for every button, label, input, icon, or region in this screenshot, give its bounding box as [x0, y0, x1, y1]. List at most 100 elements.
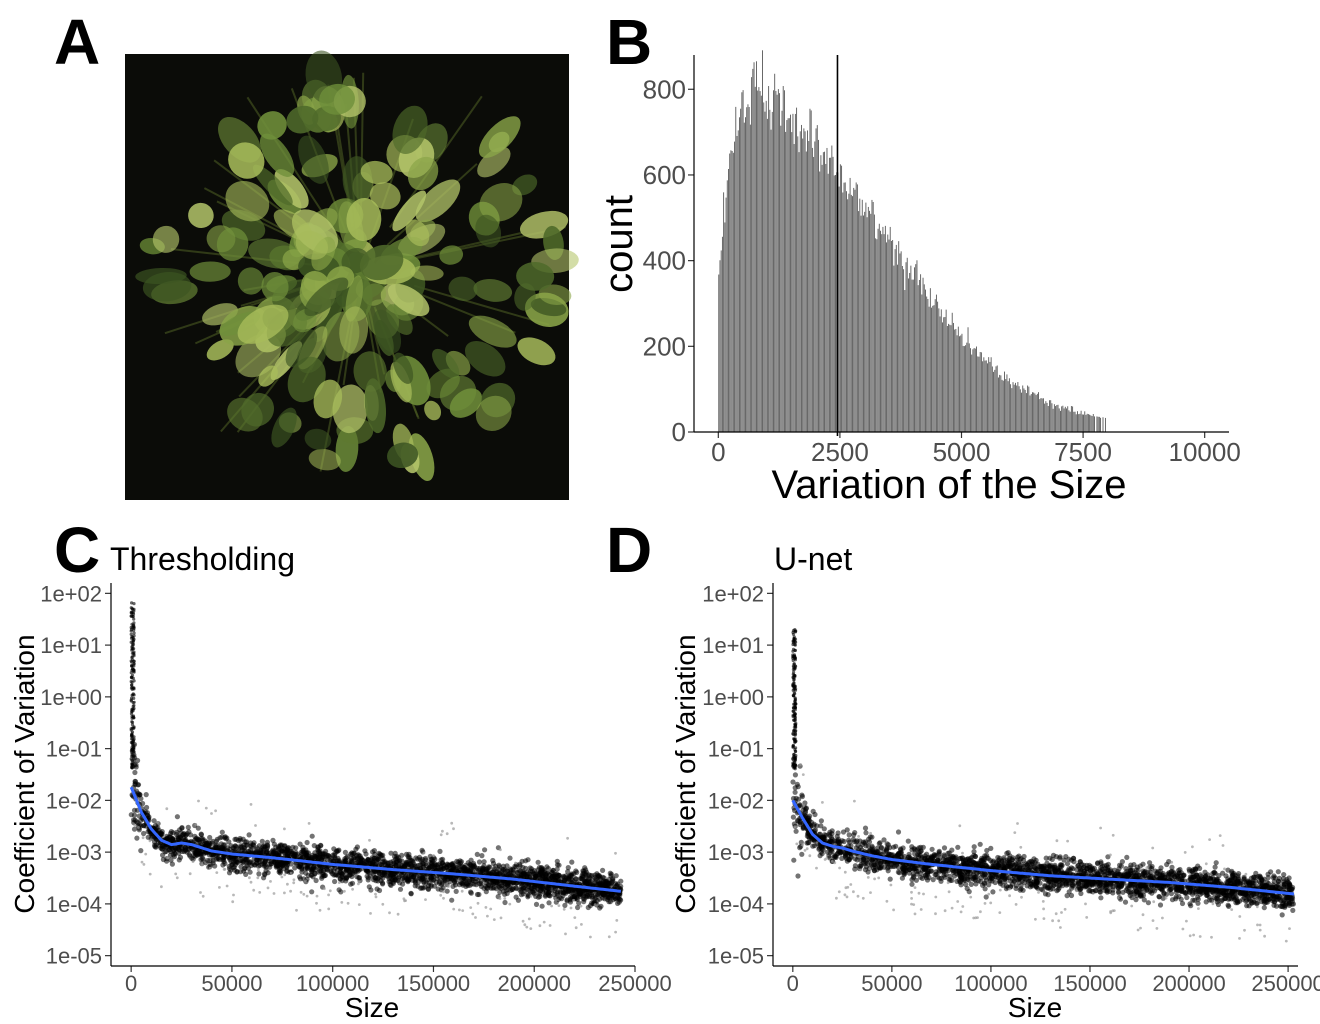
- scatter-outlier: [174, 872, 178, 876]
- scatter-point: [174, 829, 180, 835]
- scatter-point: [318, 842, 324, 848]
- scatter-point: [130, 758, 134, 762]
- scatter-point: [540, 885, 547, 891]
- histogram-bar: [826, 147, 828, 432]
- scatter-point: [378, 878, 384, 884]
- scatter-point: [983, 894, 989, 900]
- scatter-outlier: [573, 916, 577, 919]
- histogram-bar: [1091, 416, 1093, 432]
- scatter-outlier: [442, 890, 445, 894]
- scatter-point: [212, 863, 218, 869]
- scatter-points-thresholding: [128, 601, 624, 939]
- leaf: [261, 271, 289, 302]
- scatter-point: [455, 859, 461, 865]
- histogram-bar: [731, 151, 733, 432]
- histogram-bar: [1032, 392, 1033, 432]
- scatter-x-tick-label: 150000: [397, 971, 470, 996]
- scatter-point: [349, 880, 356, 886]
- scatter-point: [131, 744, 135, 748]
- scatter-point: [618, 878, 624, 884]
- histogram-bar: [849, 177, 851, 432]
- leaf: [517, 337, 556, 366]
- histogram-bar: [948, 323, 950, 432]
- histogram-bar: [1080, 410, 1082, 432]
- leaf: [188, 202, 214, 229]
- histogram-bar: [748, 107, 750, 432]
- scatter-point: [852, 863, 859, 869]
- scatter-outlier: [461, 909, 465, 912]
- histogram-bar: [968, 343, 970, 432]
- scatter-point: [378, 874, 384, 880]
- histogram-bar: [763, 102, 765, 432]
- scatter-point: [160, 856, 166, 863]
- scatter-point: [577, 891, 583, 898]
- histogram-y-tick-label: 400: [643, 246, 686, 276]
- histogram-bar: [792, 113, 794, 432]
- histogram-bar: [1057, 404, 1059, 432]
- scatter-point: [577, 876, 583, 882]
- scatter-point: [399, 852, 405, 859]
- histogram-bar: [721, 236, 723, 432]
- scatter-point: [152, 844, 158, 850]
- histogram-bar: [940, 309, 942, 432]
- scatter-outlier: [142, 863, 146, 866]
- leaf: [477, 147, 511, 178]
- scatter-point: [131, 726, 135, 731]
- histogram-bar: [957, 326, 959, 432]
- scatter-point: [1203, 899, 1209, 905]
- scatter-point: [533, 871, 539, 877]
- histogram-bar: [730, 150, 732, 433]
- scatter-title-unet: U-net: [774, 541, 852, 577]
- scatter-outlier: [272, 892, 276, 895]
- scatter-point: [302, 866, 308, 872]
- scatter-point: [219, 829, 225, 835]
- scatter-point: [399, 858, 405, 864]
- scatter-outlier: [442, 896, 445, 900]
- histogram-bar: [946, 325, 948, 432]
- stem: [413, 284, 550, 326]
- scatter-panel-unet: U-net Coefficient of Variation Size 0 500…: [670, 541, 1320, 1023]
- scatter-point: [129, 699, 133, 703]
- histogram-bar: [909, 272, 911, 432]
- scatter-point: [597, 896, 603, 902]
- scatter-point: [1098, 895, 1104, 901]
- scatter-outlier: [137, 826, 140, 829]
- scatter-point: [1145, 900, 1151, 906]
- histogram-bar: [979, 352, 981, 432]
- scatter-point: [392, 850, 398, 857]
- scatter-point: [234, 868, 240, 875]
- scatter-point: [500, 866, 506, 873]
- histogram-bar: [758, 87, 760, 432]
- scatter-point: [990, 889, 996, 895]
- leaf: [464, 341, 506, 377]
- scatter-point: [592, 896, 598, 902]
- histogram-bar: [1012, 382, 1014, 432]
- histogram-bar: [719, 260, 721, 432]
- histogram-bar: [799, 131, 801, 432]
- leaf: [346, 197, 382, 242]
- scatter-point: [194, 837, 200, 843]
- scatter-point: [132, 621, 136, 625]
- scatter-point: [437, 848, 443, 855]
- histogram-bar: [815, 128, 817, 432]
- scatter-point: [523, 858, 529, 864]
- histogram-bar: [865, 202, 867, 432]
- histogram-bar: [785, 131, 787, 432]
- histogram-bar: [1086, 413, 1088, 432]
- scatter-point: [610, 897, 617, 903]
- histogram-bar: [1023, 388, 1025, 432]
- histogram-bar: [740, 108, 742, 432]
- scatter-outlier: [374, 892, 377, 896]
- histogram-bar: [794, 113, 796, 432]
- scatter-outlier: [388, 911, 391, 915]
- scatter-point: [571, 871, 577, 877]
- scatter-point: [930, 877, 936, 883]
- leaf: [228, 142, 265, 179]
- scatter-outlier: [343, 889, 346, 893]
- scatter-point: [221, 856, 227, 863]
- scatter-point: [432, 883, 438, 889]
- leaf: [313, 379, 343, 419]
- scatter-point: [349, 868, 355, 875]
- histogram-bar: [1045, 401, 1047, 432]
- scatter-outlier: [484, 906, 488, 909]
